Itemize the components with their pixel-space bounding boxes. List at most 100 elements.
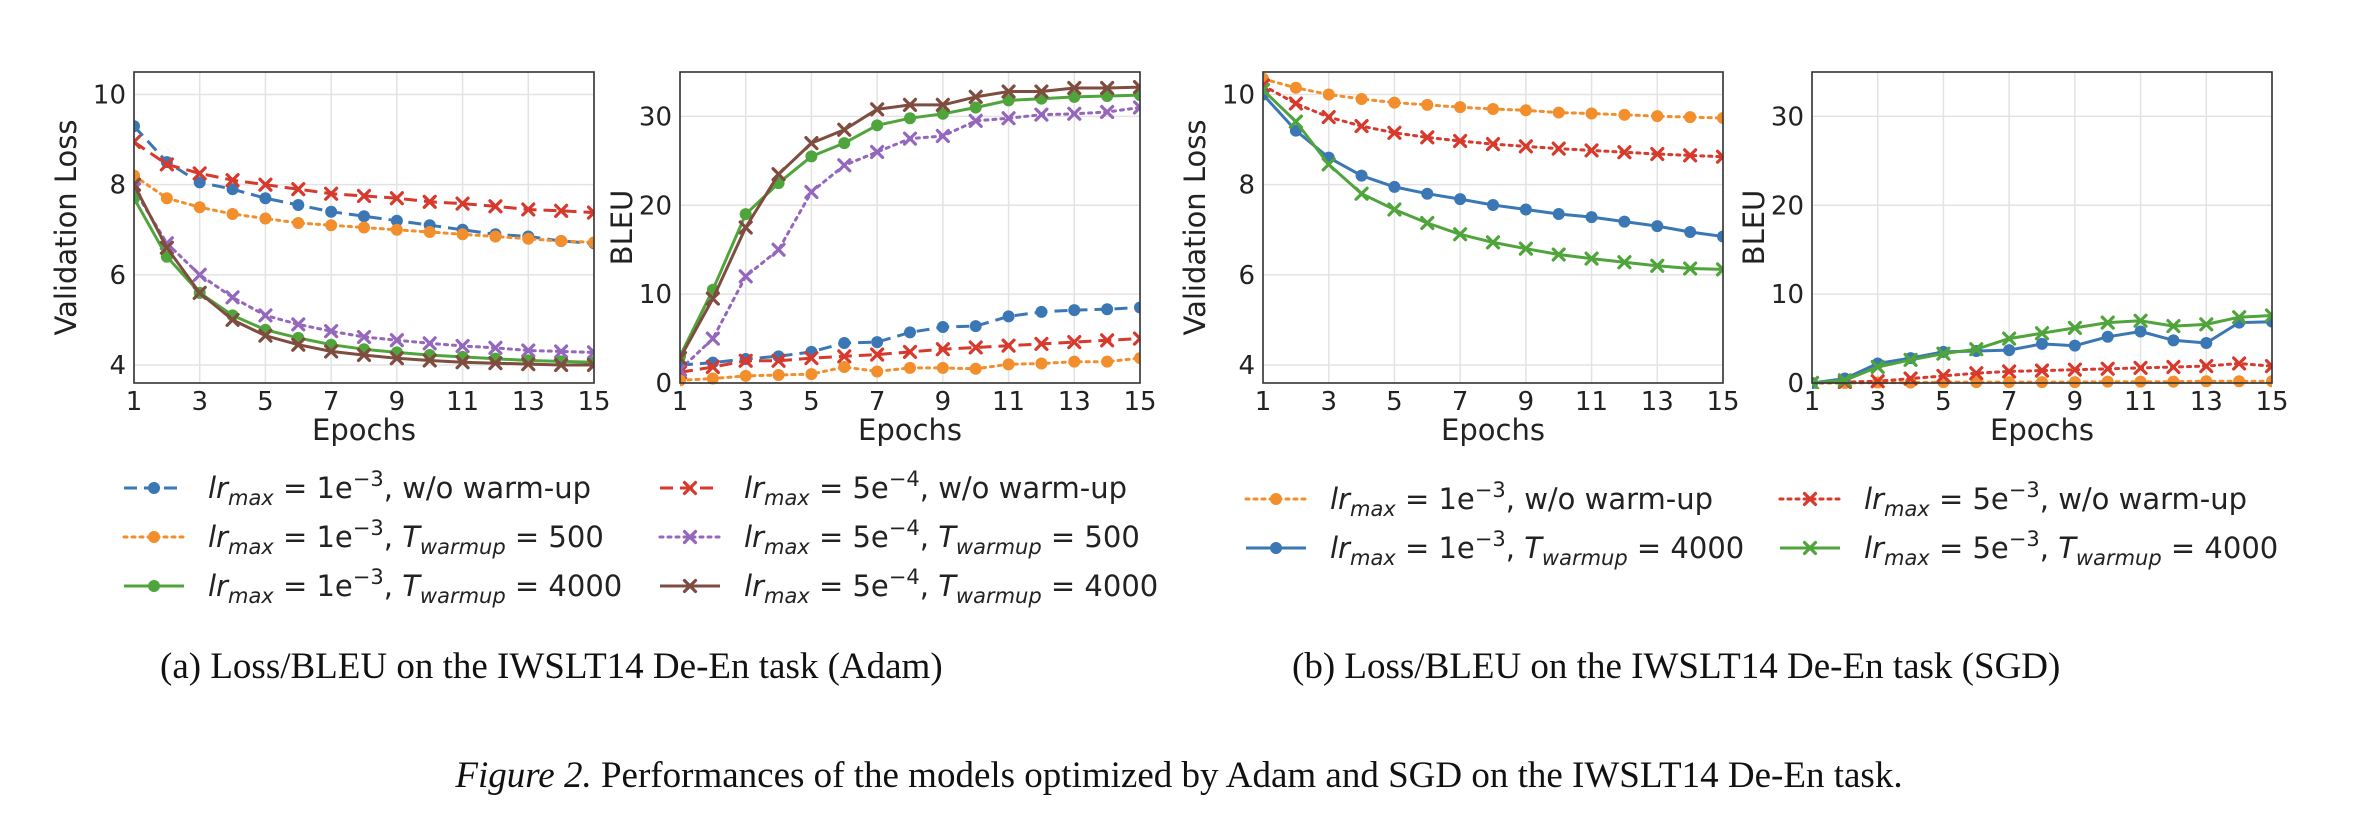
data-point <box>1002 94 1015 107</box>
data-point <box>2100 315 2115 330</box>
data-point <box>1936 368 1951 383</box>
legend-lr-exponent: −3 <box>353 565 384 589</box>
x-tick-label: 3 <box>1869 387 1886 417</box>
x-tick-label: 5 <box>1386 387 1403 417</box>
legend-t-subscript: warmup <box>420 584 506 608</box>
data-point <box>1651 110 1664 123</box>
x-tick-label: 3 <box>737 387 754 417</box>
legend-lr: lr <box>1330 482 1352 516</box>
legend-label: lrmax = 1e−3, Twarmup = 4000 <box>208 565 622 608</box>
x-tick-label: 7 <box>869 387 886 417</box>
legend-swatch-marker <box>682 480 698 496</box>
data-point <box>1001 338 1016 353</box>
data-point <box>1035 305 1048 318</box>
data-point <box>936 107 949 120</box>
data-point <box>2233 375 2246 388</box>
legend-lr-value: = 1e <box>274 569 353 603</box>
series-line <box>134 125 594 245</box>
data-point <box>1650 258 1665 273</box>
data-point <box>292 216 305 229</box>
data-point <box>588 236 594 249</box>
data-point <box>968 340 983 355</box>
legend-t: T <box>402 520 422 554</box>
legend-lr: lr <box>744 569 766 603</box>
data-point <box>2002 364 2017 379</box>
data-point <box>2232 356 2247 371</box>
x-tick-label: 1 <box>672 387 689 417</box>
data-point <box>192 285 207 300</box>
legend-swatch-marker <box>1270 542 1282 554</box>
data-point <box>1321 157 1336 172</box>
data-point <box>258 177 273 192</box>
data-point <box>1100 104 1115 120</box>
data-point <box>555 235 568 248</box>
subfigure-caption-a: (a) Loss/BLEU on the IWSLT14 De-En task … <box>160 646 943 687</box>
figure-caption: Figure 2. Performances of the models opt… <box>454 755 1902 796</box>
data-point <box>969 362 982 375</box>
data-point <box>1837 373 1852 388</box>
legend-suffix: w/o warm-up <box>938 471 1127 505</box>
data-point <box>1551 141 1566 156</box>
data-point <box>680 362 688 377</box>
legend-lr-value: = 1e <box>1396 531 1475 565</box>
y-tick-label: 20 <box>1771 191 1804 221</box>
data-point <box>292 198 305 211</box>
data-point <box>1585 211 1598 224</box>
data-point <box>1617 255 1632 270</box>
x-tick-label: 5 <box>1935 387 1952 417</box>
x-tick-label: 11 <box>446 387 479 417</box>
data-point <box>1067 106 1082 121</box>
data-point <box>1684 111 1697 124</box>
data-point <box>1134 352 1140 365</box>
data-point <box>1812 375 1820 389</box>
legend-entry: lrmax = 5e−3, w/o warm-up <box>1778 478 2247 521</box>
legends: lrmax = 1e−3, w/o warm-up lrmax = 5e−4, w… <box>122 467 2278 608</box>
data-point <box>838 137 851 150</box>
legend-lr-subscript: max <box>1350 497 1396 521</box>
data-point <box>159 240 174 255</box>
legend-a: lrmax = 1e−3, w/o warm-up lrmax = 5e−4, w… <box>122 467 1158 608</box>
legend-lr-subscript: max <box>228 535 274 559</box>
data-point <box>258 328 273 343</box>
data-point <box>291 317 306 332</box>
x-tick-label: 5 <box>803 387 820 417</box>
data-point <box>159 157 174 172</box>
legend-lr-exponent: −4 <box>889 467 920 491</box>
data-point <box>521 343 536 358</box>
x-tick-label: 7 <box>323 387 340 417</box>
x-tick-label: 9 <box>1518 387 1535 417</box>
legend-t-subscript: warmup <box>1542 546 1628 570</box>
legend-comma: , <box>384 569 402 603</box>
legend-entry: lrmax = 1e−3, Twarmup = 4000 <box>124 565 622 608</box>
data-point <box>1715 262 1723 277</box>
data-point <box>1421 98 1434 111</box>
data-point <box>1717 111 1723 124</box>
data-point <box>1132 331 1140 346</box>
x-tick-label: 13 <box>1058 387 1091 417</box>
data-point <box>422 353 437 368</box>
data-point <box>2167 375 2180 388</box>
data-point <box>968 113 983 128</box>
data-point <box>837 158 852 173</box>
data-point <box>805 368 818 381</box>
data-point <box>422 194 437 209</box>
legend-label: lrmax = 1e−3, Twarmup = 4000 <box>1330 527 1744 570</box>
data-point <box>935 97 950 112</box>
data-point <box>1355 93 1368 106</box>
data-point <box>1388 180 1401 193</box>
data-point <box>1903 352 1918 367</box>
x-tick-label: 15 <box>577 387 610 417</box>
data-point <box>488 199 503 214</box>
data-point <box>192 166 207 181</box>
data-point <box>2264 359 2272 374</box>
legend-b: lrmax = 1e−3, w/o warm-up lrmax = 5e−3, w… <box>1244 478 2278 570</box>
legend-lr-value: = 1e <box>274 520 353 554</box>
data-point <box>804 351 819 366</box>
legend-lr-subscript: max <box>228 584 274 608</box>
legend-swatch-marker <box>1270 493 1282 505</box>
data-point <box>1485 235 1501 250</box>
y-tick-label: 4 <box>109 351 126 381</box>
data-point <box>1683 261 1698 276</box>
data-point <box>1618 215 1631 228</box>
